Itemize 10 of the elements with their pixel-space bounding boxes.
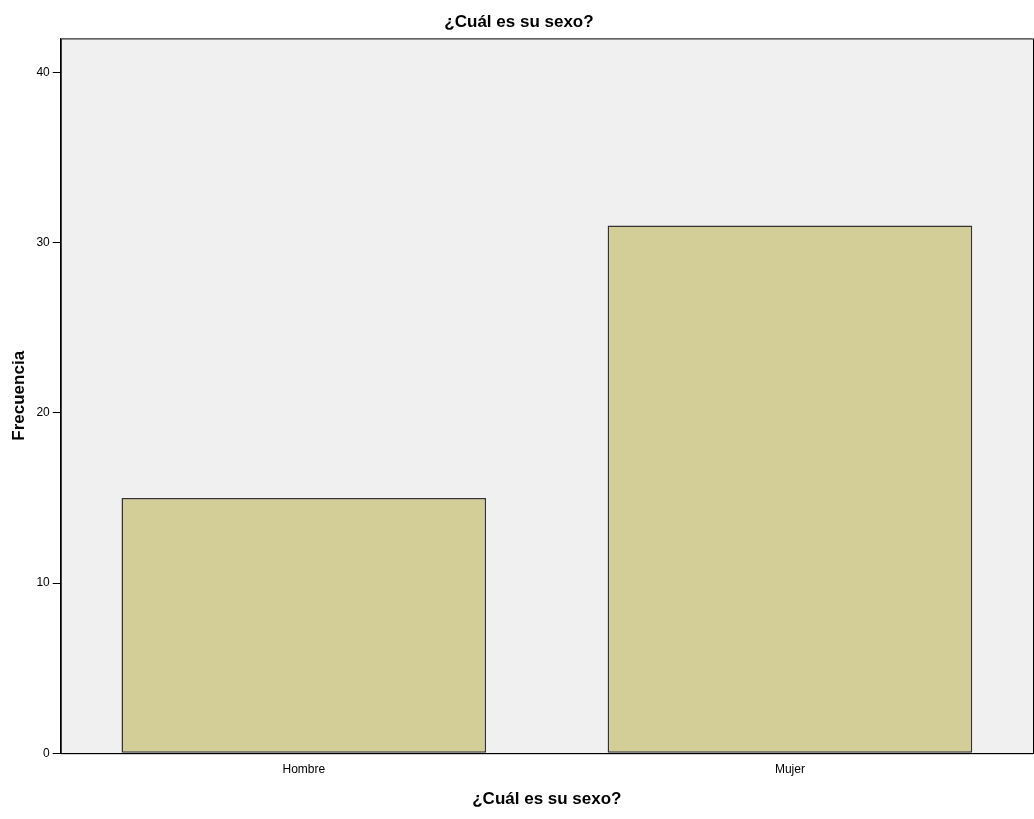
y-tick-label: 10	[36, 575, 51, 590]
y-tick-label: 20	[36, 405, 51, 420]
y-tick-label: 30	[36, 234, 51, 249]
x-tick-label: Mujer	[774, 761, 805, 776]
y-tick-label: 40	[36, 64, 51, 79]
x-tick-label: Hombre	[282, 761, 326, 776]
chart-title: ¿Cuál es su sexo?	[444, 11, 594, 31]
y-axis-title: Frecuencia	[8, 350, 28, 441]
x-axis-title: ¿Cuál es su sexo?	[472, 789, 622, 809]
y-tick-label: 0	[43, 745, 51, 760]
